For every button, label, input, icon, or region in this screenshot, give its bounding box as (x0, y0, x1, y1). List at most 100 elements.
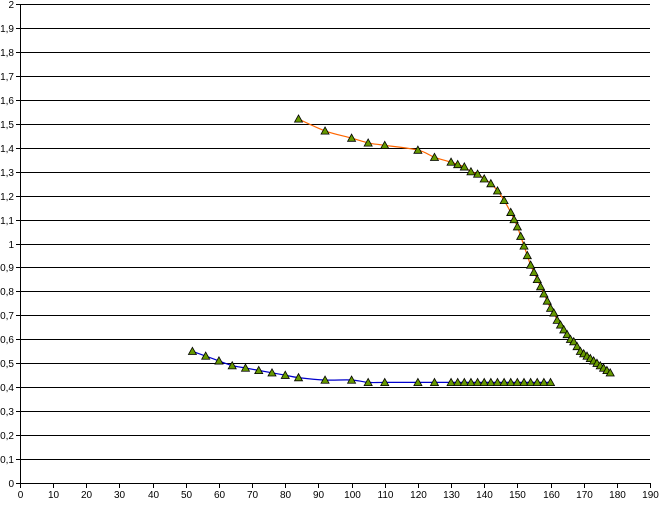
data-point-triangle (539, 377, 549, 387)
data-point-triangle (472, 169, 483, 178)
data-point-triangle (459, 162, 469, 171)
data-point-triangle (413, 377, 423, 387)
data-point-triangle (499, 377, 509, 387)
y-tick-label: 0,9 (0, 263, 14, 274)
data-point-triangle (380, 140, 390, 149)
y-tick-label: 1,3 (0, 168, 14, 179)
x-tick-label: 40 (148, 490, 160, 501)
data-point-triangle (545, 303, 556, 312)
data-point-triangle (363, 138, 373, 147)
data-point-triangle (472, 377, 483, 387)
data-point-triangle (254, 365, 264, 375)
y-tick-label: 1,7 (0, 72, 14, 83)
data-point-triangle (492, 377, 503, 387)
data-point-triangle (459, 377, 469, 387)
data-point-triangle (535, 281, 546, 291)
y-tick-label: 0,3 (0, 407, 14, 418)
x-tick-label: 50 (181, 490, 193, 501)
data-point-triangle (532, 377, 542, 387)
y-tick-label: 0 (8, 479, 14, 490)
data-point-triangle (549, 308, 559, 317)
y-tick-label: 0,5 (0, 359, 14, 370)
data-point-triangle (509, 214, 519, 224)
x-tick-label: 150 (509, 490, 526, 501)
data-point-triangle (453, 159, 463, 169)
data-point-triangle (446, 157, 456, 166)
x-tick-label: 170 (576, 490, 593, 501)
data-point-triangle (555, 320, 566, 329)
data-point-triangle (293, 372, 304, 382)
data-point-triangle (519, 377, 529, 387)
data-point-triangle (280, 370, 290, 379)
gridlines (20, 4, 650, 484)
data-point-triangle (486, 377, 496, 387)
data-point-triangle (525, 260, 536, 269)
x-tick-label: 120 (410, 490, 427, 501)
x-tick-label: 20 (81, 490, 93, 501)
data-point-triangle (552, 315, 562, 324)
y-tick-label: 0,1 (0, 455, 14, 466)
data-point-triangle (499, 195, 509, 204)
y-tick-label: 1,6 (0, 96, 14, 107)
x-tick-label: 80 (280, 490, 292, 501)
data-point-triangle (486, 178, 496, 188)
x-tick-label: 160 (543, 490, 560, 501)
x-tick-label: 100 (344, 490, 361, 501)
data-point-triangle (187, 346, 198, 355)
data-point-triangle (492, 185, 503, 195)
series-1 (293, 114, 615, 377)
data-point-triangle (545, 377, 556, 387)
x-tick-label: 140 (476, 490, 493, 501)
y-tick-label: 0,2 (0, 431, 14, 442)
data-point-triangle (346, 375, 357, 384)
series-line (298, 118, 611, 374)
data-point-triangle (506, 377, 516, 387)
y-tick-label: 0,7 (0, 311, 14, 322)
data-point-triangle (522, 250, 532, 260)
data-point-triangle (413, 145, 423, 154)
data-point-triangle (572, 341, 582, 351)
data-point-triangle (320, 126, 330, 135)
y-tick-labels: 0 0,1 0,2 0,3 0,4 0,5 0,6 0,7 0,8 0,9 1 1,1 1,2 1,3 1,… (0, 0, 14, 490)
data-point-triangle (293, 114, 304, 123)
series-2 (187, 346, 556, 387)
data-point-triangle (559, 324, 569, 334)
data-point-triangle (512, 221, 523, 231)
data-point-triangle (346, 133, 357, 142)
x-tick-label: 30 (114, 490, 126, 501)
data-point-triangle (519, 241, 529, 250)
y-tick-label: 0,8 (0, 287, 14, 298)
data-point-triangle (214, 356, 224, 365)
data-point-triangle (363, 377, 373, 387)
y-tick-label: 1,9 (0, 24, 14, 35)
axes (16, 4, 651, 488)
x-tick-label: 60 (214, 490, 226, 501)
x-tick-label: 90 (313, 490, 325, 501)
data-point-triangle (569, 336, 579, 346)
data-point-triangle (512, 377, 523, 387)
y-tick-label: 2 (8, 0, 14, 11)
data-point-triangle (562, 329, 572, 339)
data-point-triangle (201, 351, 211, 360)
y-tick-label: 1 (8, 240, 14, 251)
data-point-triangle (227, 360, 237, 370)
data-point-triangle (446, 377, 456, 387)
data-point-triangle (466, 377, 476, 387)
x-tick-label: 10 (48, 490, 60, 501)
data-point-triangle (539, 288, 549, 298)
data-point-triangle (429, 152, 440, 161)
y-tick-label: 1,8 (0, 48, 14, 59)
data-point-triangle (479, 377, 489, 387)
data-point-triangle (240, 363, 251, 372)
x-tick-label: 70 (247, 490, 259, 501)
data-point-triangle (532, 274, 542, 284)
data-point-triangle (479, 174, 489, 183)
data-point-triangle (506, 207, 516, 216)
x-tick-label: 190 (642, 490, 659, 501)
data-point-triangle (267, 368, 277, 377)
x-tick-label: 130 (443, 490, 460, 501)
data-point-triangle (453, 377, 463, 387)
y-tick-label: 1,4 (0, 144, 14, 155)
data-point-triangle (380, 377, 390, 387)
